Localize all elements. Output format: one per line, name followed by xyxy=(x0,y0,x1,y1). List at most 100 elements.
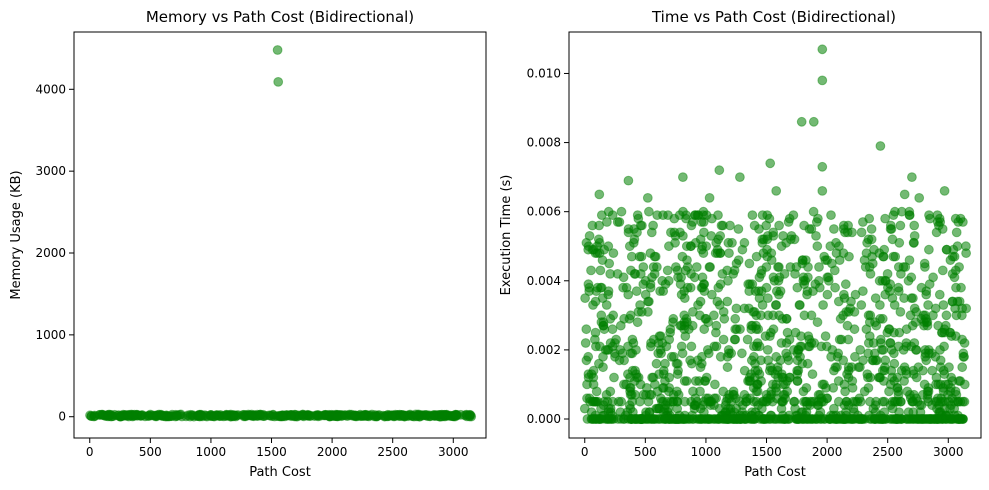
data-point xyxy=(799,310,810,321)
data-point xyxy=(685,241,696,252)
data-point xyxy=(739,365,750,376)
data-point xyxy=(839,289,849,300)
data-point xyxy=(754,272,765,283)
data-point xyxy=(608,310,619,321)
data-point xyxy=(698,217,709,227)
data-point xyxy=(903,275,914,286)
data-point xyxy=(958,414,968,424)
data-point xyxy=(811,217,822,227)
data-point xyxy=(934,213,945,224)
data-point xyxy=(682,255,692,266)
x-tick-label: 3000 xyxy=(438,445,469,459)
data-point xyxy=(864,213,875,224)
data-point xyxy=(895,220,906,231)
data-point xyxy=(914,193,925,203)
data-point xyxy=(676,289,687,300)
data-point xyxy=(649,414,659,424)
data-point xyxy=(904,255,915,266)
data-point xyxy=(723,275,733,286)
data-point xyxy=(811,231,821,241)
data-point xyxy=(666,396,676,407)
data-point xyxy=(691,262,702,272)
data-point xyxy=(748,307,759,317)
data-point xyxy=(709,310,719,321)
time-points xyxy=(579,44,972,424)
data-point xyxy=(733,255,744,266)
data-point xyxy=(592,241,603,252)
data-point xyxy=(762,345,773,355)
data-point xyxy=(925,213,935,224)
data-point xyxy=(644,296,654,307)
y-tick-label: 0 xyxy=(58,410,66,424)
time-y-label: Execution Time (s) xyxy=(499,175,514,296)
data-point xyxy=(937,265,948,276)
data-point xyxy=(761,282,772,293)
data-point xyxy=(671,262,681,272)
data-point xyxy=(612,217,623,227)
data-point xyxy=(927,365,938,376)
data-point xyxy=(923,396,934,407)
data-point xyxy=(724,248,734,259)
data-point xyxy=(615,345,625,355)
data-point xyxy=(686,341,697,352)
data-point xyxy=(688,386,698,397)
data-point xyxy=(751,324,762,335)
data-point xyxy=(689,272,700,283)
data-point xyxy=(829,224,839,234)
data-point xyxy=(626,251,637,262)
data-point xyxy=(922,414,933,424)
data-point xyxy=(829,365,839,376)
data-point xyxy=(676,341,687,352)
data-point xyxy=(797,358,808,369)
data-point xyxy=(172,411,182,422)
data-point xyxy=(663,275,674,286)
data-point xyxy=(739,303,750,314)
data-point xyxy=(895,307,906,317)
data-point xyxy=(731,303,742,314)
data-point xyxy=(907,172,917,183)
data-point xyxy=(831,237,841,248)
data-point xyxy=(616,206,627,217)
data-point xyxy=(939,186,950,196)
data-point xyxy=(675,227,685,238)
data-point xyxy=(843,220,853,231)
data-point xyxy=(840,279,851,290)
x-tick-label: 1000 xyxy=(691,445,722,459)
time-chart: Time vs Path Cost (Bidirectional) 0 500 10… xyxy=(499,8,982,480)
data-point xyxy=(608,248,619,259)
data-point xyxy=(607,324,618,335)
data-point xyxy=(670,237,680,248)
data-point xyxy=(901,324,912,335)
data-point xyxy=(775,286,786,297)
data-point xyxy=(410,409,421,420)
data-point xyxy=(932,403,942,414)
data-point xyxy=(735,324,745,335)
data-point xyxy=(103,410,113,420)
data-point xyxy=(930,303,941,314)
data-point xyxy=(318,410,329,421)
y-tick-label: 0.000 xyxy=(527,412,561,426)
x-tick-label: 0 xyxy=(581,445,589,459)
data-point xyxy=(957,334,967,345)
data-point xyxy=(774,220,784,231)
data-point xyxy=(764,365,775,376)
data-point xyxy=(880,275,891,286)
data-point xyxy=(835,313,846,324)
data-point xyxy=(359,410,369,421)
data-point xyxy=(751,396,762,407)
data-point xyxy=(956,282,966,293)
data-point xyxy=(218,411,229,422)
data-point xyxy=(765,158,776,169)
data-point xyxy=(771,414,782,424)
data-point xyxy=(681,213,691,224)
data-point xyxy=(725,220,735,231)
data-point xyxy=(273,77,284,87)
data-point xyxy=(278,410,288,421)
data-point xyxy=(816,341,827,352)
data-point xyxy=(781,313,792,324)
data-point xyxy=(602,217,612,227)
data-point xyxy=(647,272,657,283)
data-point xyxy=(774,262,784,272)
data-point xyxy=(591,341,601,352)
data-point xyxy=(820,255,831,266)
